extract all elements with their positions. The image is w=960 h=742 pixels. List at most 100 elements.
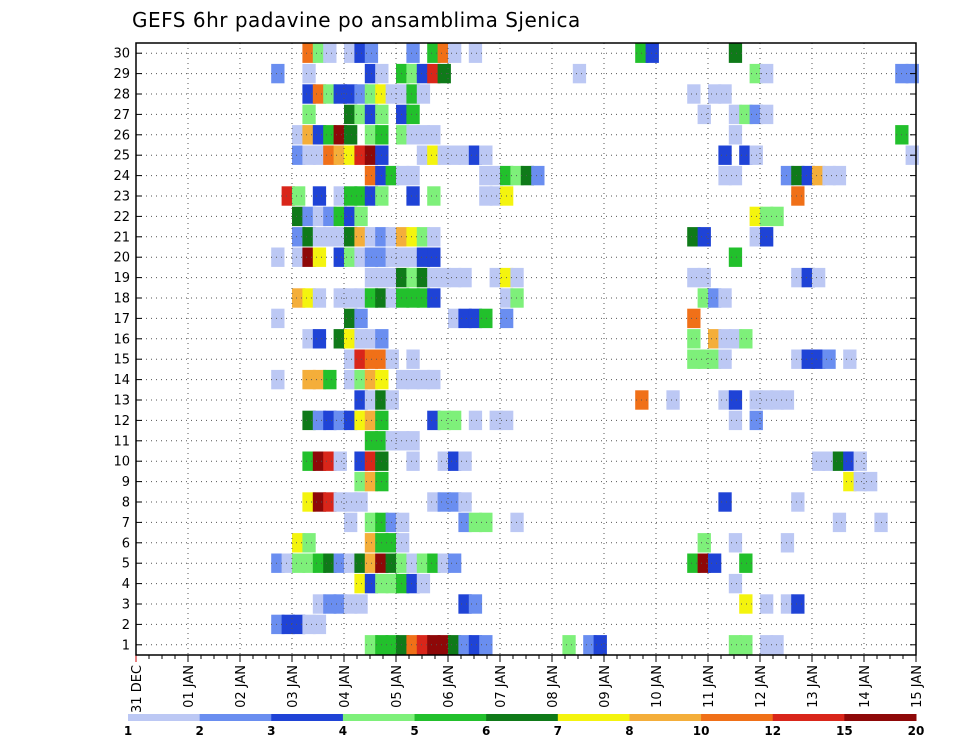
heatmap-cell (302, 145, 316, 165)
plot-frame (135, 42, 917, 656)
heatmap-cell (562, 635, 576, 655)
colorbar-swatch (772, 714, 845, 721)
heatmap-cell (312, 369, 327, 390)
heatmap-cell (406, 186, 420, 206)
heatmap-cell (687, 308, 701, 329)
heatmap-cell (416, 125, 431, 145)
heatmap-cell (448, 308, 462, 329)
heatmap-cell (302, 227, 316, 247)
heatmap-cell (780, 390, 795, 410)
heatmap-cell (416, 63, 431, 84)
heatmap-cell (271, 553, 285, 573)
heatmap-cell (780, 594, 795, 614)
heatmap-cell (416, 227, 431, 247)
heatmap-cell (312, 186, 327, 206)
heatmap-cell (292, 247, 306, 267)
heatmap-cell (302, 63, 316, 84)
heatmap-cell (448, 145, 462, 165)
heatmap-cell (427, 492, 441, 512)
heatmap-cell (770, 206, 784, 227)
colorbar-swatch (486, 714, 559, 721)
heatmap-cell (344, 125, 358, 145)
heatmap-cell (448, 410, 462, 431)
heatmap-cell (416, 145, 431, 165)
y-tick-label: 15 (113, 353, 130, 368)
heatmap-cell (770, 635, 784, 655)
heatmap-cell (718, 329, 732, 349)
heatmap-cell (396, 63, 410, 84)
heatmap-cell (427, 369, 441, 390)
heatmap-cell (708, 329, 722, 349)
y-tick-label: 3 (122, 598, 130, 613)
heatmap-cell (864, 471, 878, 492)
heatmap-cell (770, 390, 784, 410)
heatmap-cell (385, 635, 399, 655)
heatmap-cell (416, 247, 431, 267)
heatmap-cell (312, 145, 327, 165)
heatmap-cell (448, 492, 462, 512)
heatmap-cell (728, 329, 743, 349)
heatmap-cell (687, 329, 701, 349)
heatmap-cell (801, 267, 815, 288)
heatmap-cell (458, 635, 472, 655)
heatmap-cell (510, 288, 524, 308)
heatmap-cell (396, 247, 410, 267)
heatmap-cell (312, 227, 327, 247)
heatmap-cell (416, 84, 431, 104)
heatmap-cell (427, 125, 441, 145)
y-tick-label: 11 (113, 434, 130, 449)
heatmap-cell (406, 165, 420, 186)
heatmap-cell (416, 288, 431, 308)
y-tick-label: 26 (113, 128, 130, 143)
heatmap-cell (458, 512, 472, 533)
heatmap-cell (718, 390, 732, 410)
y-tick-label: 7 (122, 516, 130, 531)
colorbar-swatch (629, 714, 702, 721)
heatmap-cell (312, 594, 327, 614)
heatmap-cell (739, 553, 753, 573)
heatmap-cell (812, 451, 826, 471)
heatmap-cell (406, 573, 420, 594)
heatmap-cell (396, 267, 410, 288)
heatmap-cell (302, 533, 316, 553)
heatmap-cell (812, 267, 826, 288)
y-tick-label: 10 (113, 455, 130, 470)
heatmap-cell (687, 267, 701, 288)
heatmap-cell (396, 104, 410, 125)
heatmap-cell (333, 125, 347, 145)
heatmap-cell (801, 349, 815, 369)
heatmap-cell (687, 553, 701, 573)
heatmap-cell (458, 308, 472, 329)
heatmap-cell (292, 288, 306, 308)
heatmap-cell (468, 308, 483, 329)
heatmap-cell (728, 573, 743, 594)
heatmap-cell (479, 512, 493, 533)
colorbar-swatch (414, 714, 487, 721)
heatmap-cell (416, 267, 431, 288)
heatmap-cell (333, 206, 347, 227)
heatmap-cell (344, 410, 358, 431)
heatmap-cell (406, 288, 420, 308)
heatmap-cell (780, 165, 795, 186)
heatmap-cell (323, 43, 337, 63)
y-tick-label: 27 (113, 108, 130, 123)
y-tick-label: 21 (113, 230, 130, 245)
heatmap-cell (739, 635, 753, 655)
heatmap-cell (697, 227, 711, 247)
colorbar-label: 2 (195, 724, 203, 738)
y-tick-label: 16 (113, 332, 130, 347)
heatmap-cell (728, 533, 743, 553)
y-tick-label: 12 (113, 414, 130, 429)
heatmap-cell (396, 369, 410, 390)
heatmap-cell (697, 533, 711, 553)
heatmap-cell (708, 84, 722, 104)
heatmap-cell (302, 104, 316, 125)
heatmap-cell (687, 84, 701, 104)
heatmap-cell (479, 635, 493, 655)
heatmap-cell (448, 267, 462, 288)
x-tick-label: 31 DEC (130, 665, 145, 713)
heatmap-cell (396, 512, 410, 533)
heatmap-cell (323, 145, 337, 165)
colorbar-swatch (199, 714, 272, 721)
heatmap-cell (271, 614, 285, 635)
